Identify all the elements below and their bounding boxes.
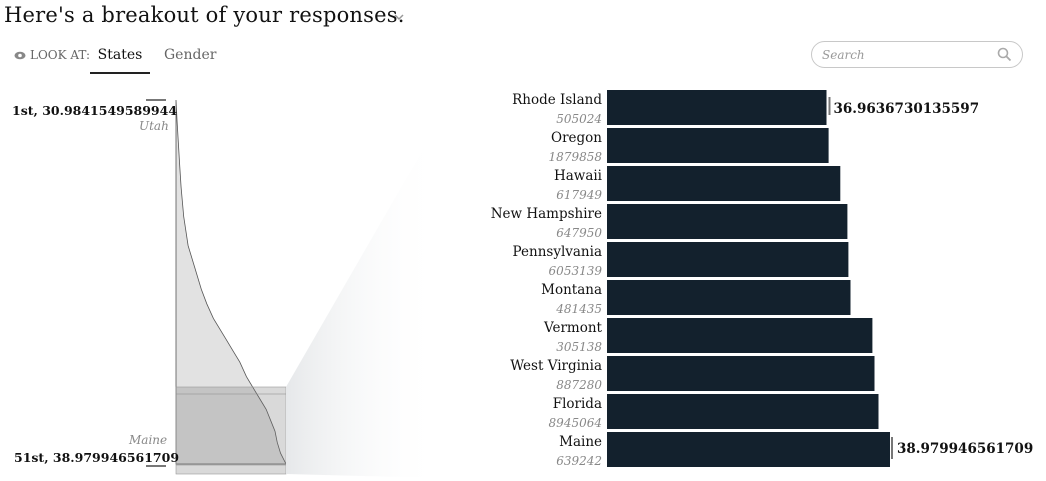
tab-states[interactable]: States <box>90 47 150 74</box>
count-label: 305138 <box>556 340 602 354</box>
category-label: Florida <box>553 396 602 412</box>
bar <box>607 90 827 125</box>
count-label: 6053139 <box>549 264 603 278</box>
top-marker <box>146 99 166 101</box>
bar <box>607 204 848 239</box>
category-label: Hawaii <box>554 168 603 184</box>
count-label: 617949 <box>556 188 602 202</box>
overview-highlight <box>175 386 287 475</box>
bottom-state-label: Maine <box>129 433 168 447</box>
first-value-tick <box>828 97 831 115</box>
bar <box>607 394 879 429</box>
bottom-rank-value: 51st, 38.979946561709 <box>14 450 180 465</box>
top-rank-value: 1st, 30.9841549589944 <box>12 103 178 118</box>
category-label: West Virginia <box>510 358 602 374</box>
count-label: 8945064 <box>549 416 602 430</box>
first-value-label: 36.9636730135597 <box>833 101 979 117</box>
overview-area <box>175 99 287 465</box>
look-at-text: LOOK AT: <box>30 48 91 62</box>
last-value-label: 38.979946561709 <box>897 441 1033 457</box>
search-icon[interactable] <box>997 47 1012 62</box>
look-at-label: LOOK AT: <box>14 48 90 62</box>
category-label: Oregon <box>551 130 602 146</box>
count-label: 887280 <box>556 378 602 392</box>
tab-gender[interactable]: Gender <box>164 47 217 63</box>
chevron-down-icon[interactable] <box>392 10 406 24</box>
category-label: New Hampshire <box>491 206 602 222</box>
count-label: 647950 <box>556 226 602 240</box>
category-label: Maine <box>559 434 602 450</box>
bar <box>607 280 851 315</box>
count-label: 481435 <box>555 302 602 316</box>
bar <box>607 128 829 163</box>
count-label: 505024 <box>556 112 602 126</box>
bar <box>607 318 873 353</box>
bottom-marker <box>146 465 166 467</box>
count-label: 639242 <box>556 454 602 468</box>
page-title: Here's a breakout of your responses. <box>4 3 405 27</box>
category-label: Vermont <box>543 320 603 336</box>
category-label: Rhode Island <box>512 92 602 108</box>
projection-wedge <box>286 120 440 478</box>
bar <box>607 242 849 277</box>
category-label: Pennsylvania <box>513 244 602 260</box>
count-label: 1879858 <box>549 150 603 164</box>
top-state-label: Utah <box>139 119 169 133</box>
bar <box>607 356 875 391</box>
search-input[interactable] <box>822 46 992 64</box>
last-value-tick <box>891 437 893 459</box>
eye-icon <box>14 51 26 59</box>
category-label: Montana <box>541 282 602 298</box>
bar <box>607 432 890 467</box>
search-box[interactable] <box>811 41 1023 68</box>
bar <box>607 166 841 201</box>
